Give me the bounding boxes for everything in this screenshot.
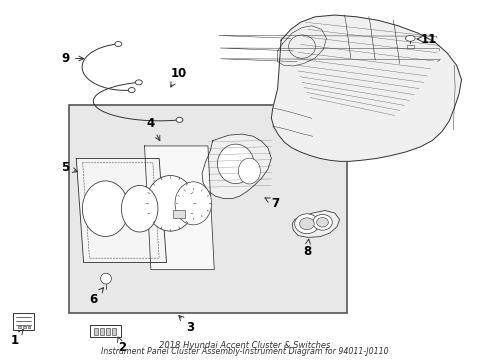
Bar (406, 45, 413, 48)
Text: 7: 7 (264, 197, 279, 210)
Text: 5: 5 (61, 161, 77, 174)
FancyBboxPatch shape (90, 324, 121, 337)
Text: 8: 8 (302, 239, 310, 258)
Text: 3: 3 (179, 315, 194, 334)
Text: 1: 1 (10, 329, 23, 347)
Ellipse shape (405, 36, 414, 41)
Polygon shape (76, 158, 166, 262)
Bar (100, 328, 104, 334)
Polygon shape (144, 146, 214, 270)
Ellipse shape (294, 214, 319, 234)
Bar (173, 211, 185, 218)
Text: Instrument Panel Cluster Assembly-Instrument Diagram for 94011-J0110: Instrument Panel Cluster Assembly-Instru… (101, 347, 387, 356)
Polygon shape (202, 134, 271, 199)
Text: 2018 Hyundai Accent Cluster & Switches: 2018 Hyundai Accent Cluster & Switches (159, 341, 329, 350)
Polygon shape (292, 211, 339, 237)
Circle shape (115, 41, 122, 46)
Polygon shape (271, 15, 461, 161)
Bar (22, 325, 25, 328)
Ellipse shape (121, 185, 158, 232)
Bar (112, 328, 116, 334)
Ellipse shape (175, 182, 211, 225)
Circle shape (176, 117, 183, 122)
Ellipse shape (238, 158, 260, 184)
Bar (18, 325, 20, 328)
Bar (27, 325, 30, 328)
Ellipse shape (288, 35, 315, 58)
Text: 2: 2 (117, 337, 125, 354)
Circle shape (135, 80, 142, 85)
Circle shape (128, 87, 135, 93)
Text: 10: 10 (170, 67, 186, 87)
Text: 11: 11 (416, 32, 436, 46)
Ellipse shape (312, 215, 331, 230)
Ellipse shape (146, 176, 194, 231)
Ellipse shape (316, 217, 328, 227)
Text: 4: 4 (146, 117, 160, 141)
Ellipse shape (299, 218, 314, 230)
Text: 6: 6 (89, 288, 103, 306)
Ellipse shape (82, 181, 128, 237)
Bar (69, 105, 346, 313)
Text: 9: 9 (61, 51, 83, 64)
Ellipse shape (217, 144, 253, 184)
Bar (106, 328, 110, 334)
Bar (94, 328, 98, 334)
Ellipse shape (101, 273, 111, 284)
FancyBboxPatch shape (13, 313, 34, 330)
